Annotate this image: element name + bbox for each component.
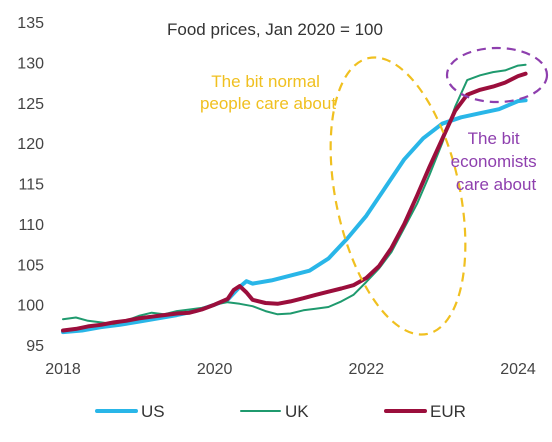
annotation-economists-line-1: The bit [468,129,520,148]
x-axis-ticks: 2018 2020 2022 2024 [45,361,536,378]
legend: US UK EUR [95,402,466,421]
y-tick-label: 125 [17,96,44,113]
chart-title: Food prices, Jan 2020 = 100 [167,20,383,39]
y-tick-label: 120 [17,136,44,153]
y-tick-label: 105 [17,257,44,274]
series-line-us [61,98,528,335]
annotation-normal-people: The bit normal people care about [200,72,336,113]
annotation-economists-line-2: economists [451,152,537,171]
economists-ellipse [445,46,549,104]
x-tick-label: 2020 [197,361,233,378]
annotation-normal-line-2: people care about [200,94,336,113]
legend-label-eur: EUR [430,402,466,421]
normal-people-ellipse [329,56,467,336]
x-tick-label: 2024 [500,361,536,378]
y-tick-label: 95 [26,338,44,355]
y-axis-ticks: 95 100 105 110 115 120 125 130 135 [17,15,44,355]
annotation-normal-line-1: The bit normal [211,72,320,91]
x-tick-label: 2018 [45,361,81,378]
y-tick-label: 135 [17,15,44,32]
series-lines [61,63,528,335]
y-tick-label: 110 [18,217,44,234]
series-line-eur [61,71,528,333]
legend-label-uk: UK [285,402,309,421]
x-tick-label: 2022 [349,361,385,378]
legend-label-us: US [141,402,165,421]
annotation-economists: The bit economists care about [451,129,542,194]
y-tick-label: 115 [18,177,44,194]
y-tick-label: 130 [17,55,44,72]
annotation-economists-line-3: care about [456,175,537,194]
y-tick-label: 100 [17,298,44,315]
